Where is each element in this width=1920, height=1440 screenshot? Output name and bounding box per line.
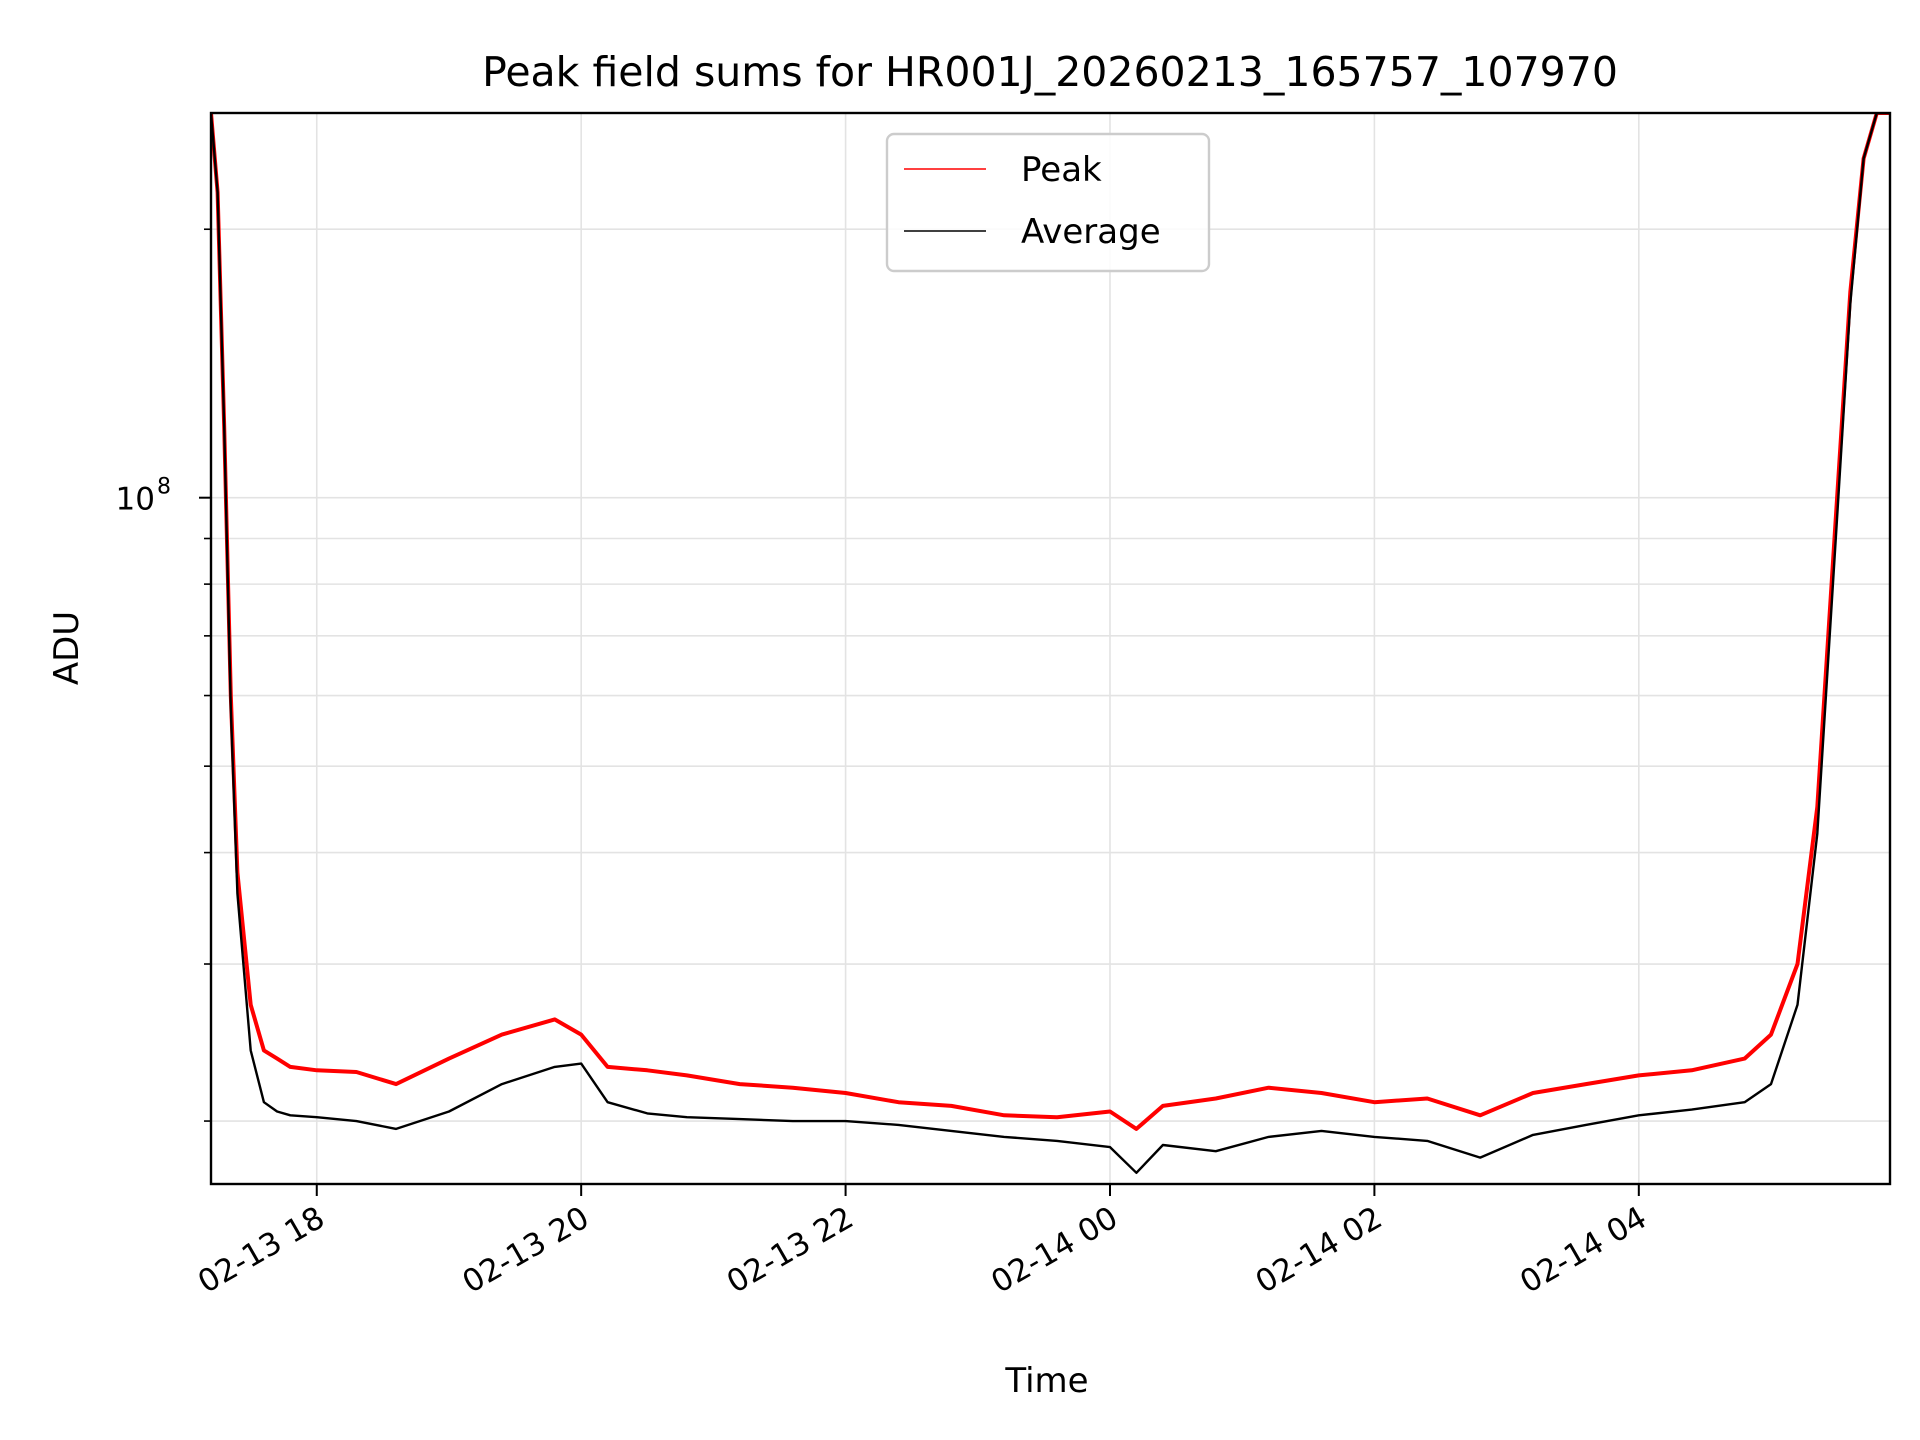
series-line-peak bbox=[211, 113, 1890, 1131]
x-axis-ticks: 02-13 18 02-13 20 02-13 22 02-14 00 02-14 02… bbox=[192, 1184, 1653, 1301]
x-tick-label: 02-13 22 bbox=[721, 1200, 860, 1301]
x-axis-label: Time bbox=[1004, 1361, 1088, 1401]
x-tick-label: 02-14 02 bbox=[1250, 1200, 1389, 1301]
legend: Peak Average bbox=[885, 132, 1211, 273]
x-tick-label: 02-14 00 bbox=[985, 1200, 1124, 1301]
y-axis-label: ADU bbox=[47, 611, 87, 685]
series-lines bbox=[211, 113, 1890, 1175]
y-tick-exponent: 8 bbox=[157, 475, 171, 500]
x-tick-label: 02-13 20 bbox=[456, 1200, 595, 1301]
y-tick-label: 10 bbox=[116, 482, 155, 518]
plot-frame bbox=[209, 111, 1892, 1186]
series-line-average bbox=[211, 113, 1890, 1175]
chart-title: Peak field sums for HR001J_20260213_1657… bbox=[482, 48, 1618, 96]
grid-lines bbox=[211, 113, 1890, 1184]
y-axis-ticks: 10 8 bbox=[116, 228, 211, 1122]
legend-peak-label: Peak bbox=[1021, 150, 1102, 190]
legend-average-label: Average bbox=[1021, 212, 1161, 252]
x-tick-label: 02-13 18 bbox=[192, 1200, 331, 1301]
x-tick-label: 02-14 04 bbox=[1514, 1200, 1653, 1301]
